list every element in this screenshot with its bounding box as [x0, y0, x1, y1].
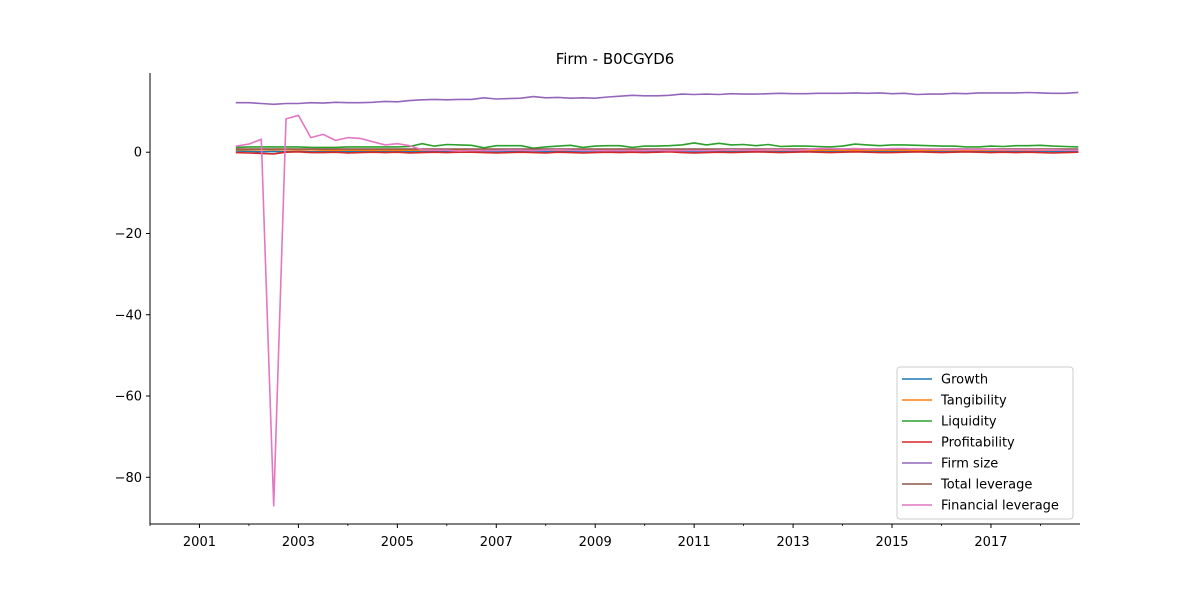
- y-tick-label: −80: [115, 471, 142, 486]
- series-layer: [235, 91, 1079, 507]
- x-tick-label: 2007: [480, 535, 513, 550]
- chart-title: Firm - B0CGYD6: [556, 50, 675, 68]
- legend-label-3: Profitability: [941, 436, 1015, 451]
- x-tick-label: 2013: [777, 535, 810, 550]
- axes-layer: [149, 73, 1080, 525]
- y-tick-label: 0: [134, 146, 142, 161]
- y-tick-label: −40: [115, 308, 142, 323]
- x-tick-label: 2001: [183, 535, 216, 550]
- y-tick-label: −20: [115, 227, 142, 242]
- series-line-4: [235, 91, 1079, 106]
- series-line-2: [235, 142, 1079, 149]
- legend-box: [896, 366, 1074, 520]
- legend-label-2: Liquidity: [941, 415, 997, 430]
- x-tick-label: 2017: [974, 535, 1007, 550]
- legend-label-0: Growth: [941, 373, 988, 388]
- x-tick-label: 2005: [381, 535, 414, 550]
- y-tick-label: −60: [115, 390, 142, 405]
- ticks-layer: 0 −20 −40 −60 −80 2001 2003 2005 2007 2009 2011 201…: [115, 146, 1041, 550]
- x-tick-label: 2011: [678, 535, 711, 550]
- series-line-6: [235, 114, 1079, 507]
- legend-label-1: Tangibility: [940, 394, 1007, 409]
- legend-label-5: Total leverage: [940, 478, 1032, 493]
- x-tick-label: 2009: [579, 535, 612, 550]
- series-line-3: [235, 151, 1079, 155]
- legend-label-6: Financial leverage: [941, 499, 1059, 514]
- legend: Growth Tangibility Liquidity Profitability F…: [896, 366, 1074, 520]
- x-tick-label: 2015: [875, 535, 908, 550]
- x-tick-label: 2003: [282, 535, 315, 550]
- legend-label-4: Firm size: [941, 457, 998, 472]
